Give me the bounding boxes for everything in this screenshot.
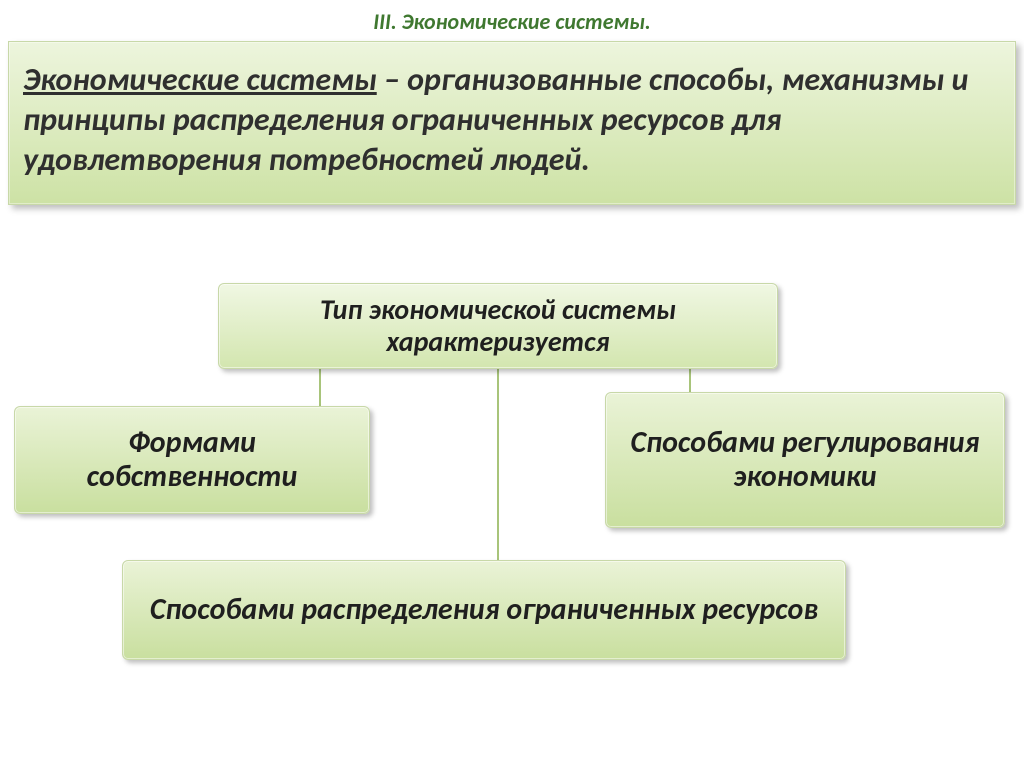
header-text: III. Экономические системы. xyxy=(373,8,651,35)
diagram-leaf-left: Формами собственности xyxy=(14,406,370,514)
diagram-leaf-right: Способами регулирования экономики xyxy=(605,392,1005,528)
section-header: III. Экономические системы. xyxy=(0,0,1024,41)
node-label: Способами регулирования экономики xyxy=(618,426,992,495)
node-label: Формами собственности xyxy=(27,426,357,495)
node-label: Способами распределения ограниченных рес… xyxy=(150,593,818,628)
node-label: Тип экономической системы характеризуетс… xyxy=(231,294,765,358)
definition-box: Экономические системы – организованные с… xyxy=(8,41,1016,205)
diagram-root-node: Тип экономической системы характеризуетс… xyxy=(218,283,778,369)
definition-term: Экономические системы xyxy=(23,60,377,99)
diagram-leaf-bottom: Способами распределения ограниченных рес… xyxy=(122,560,846,660)
